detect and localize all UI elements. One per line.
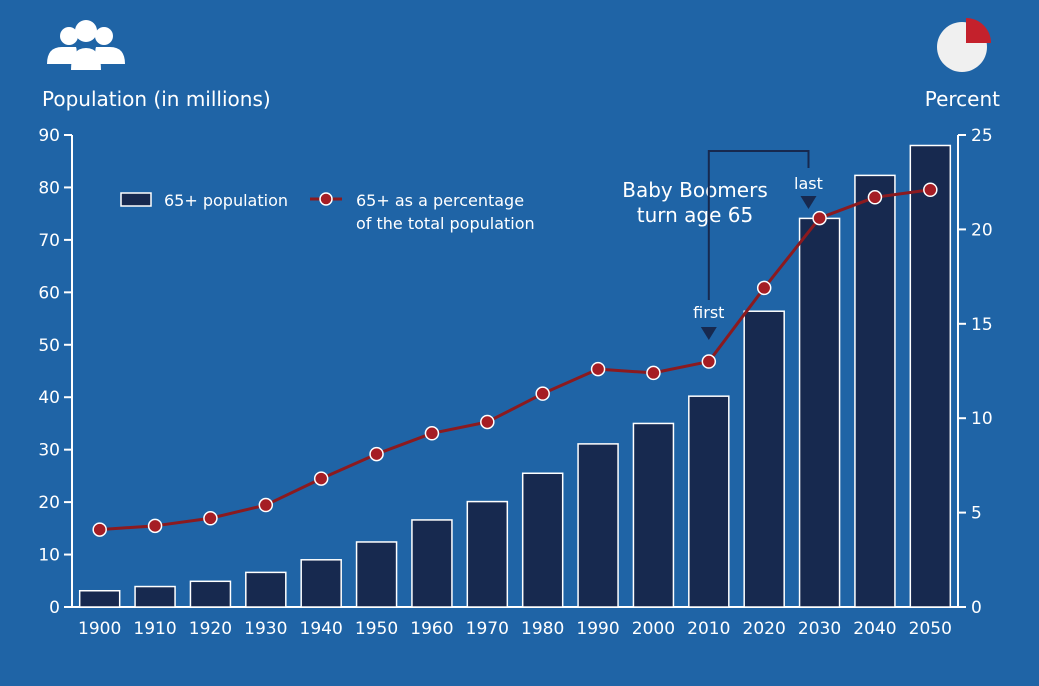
left-tick-label: 40 xyxy=(38,388,60,408)
left-tick-label: 50 xyxy=(38,336,60,356)
left-tick-label: 90 xyxy=(38,126,60,146)
x-tick-label: 2020 xyxy=(743,619,786,639)
legend-bar-label: 65+ population xyxy=(164,191,288,210)
bar xyxy=(521,472,564,608)
legend-line-label-1: 65+ as a percentage xyxy=(356,191,524,210)
line-point xyxy=(701,354,717,369)
line-point xyxy=(424,426,440,441)
line-point xyxy=(92,522,107,537)
bar xyxy=(577,443,619,608)
line-point xyxy=(313,471,329,486)
x-tick-label: 1950 xyxy=(355,619,398,639)
right-tick-label: 5 xyxy=(971,504,982,524)
left-tick-label: 20 xyxy=(38,493,60,513)
right-axis-title: Percent xyxy=(925,87,1000,111)
line-point xyxy=(258,497,274,513)
pie-chart-icon xyxy=(937,18,991,72)
line-point xyxy=(590,361,606,377)
bar xyxy=(466,500,509,608)
bar xyxy=(909,144,952,608)
annotation-boomers-line-2: turn age 65 xyxy=(637,203,753,227)
line-point xyxy=(480,414,495,430)
line-point xyxy=(867,190,883,205)
left-tick-label: 60 xyxy=(38,283,60,303)
annotation-last: last xyxy=(794,174,823,193)
x-tick-label: 2030 xyxy=(798,619,841,639)
left-tick-label: 0 xyxy=(49,598,60,618)
line-point xyxy=(923,182,938,198)
last-arrow-icon xyxy=(800,196,817,209)
x-tick-label: 1970 xyxy=(466,619,509,639)
line-path xyxy=(99,188,931,532)
bar xyxy=(743,310,785,608)
bar xyxy=(854,174,896,608)
bar xyxy=(688,395,730,608)
legend-line-marker xyxy=(319,192,333,206)
annotation-boomers-line-1: Baby Boomers xyxy=(622,178,768,202)
x-tick-label: 1910 xyxy=(133,619,176,639)
annotation-first: first xyxy=(693,303,724,322)
bar xyxy=(300,559,342,608)
legend-bar-swatch xyxy=(120,192,152,207)
first-arrow-icon xyxy=(700,327,717,340)
right-tick-label: 10 xyxy=(971,409,993,429)
x-tick-label: 2050 xyxy=(909,619,952,639)
left-tick-label: 70 xyxy=(38,231,60,251)
x-tick-label: 1900 xyxy=(78,619,121,639)
line-point xyxy=(147,518,163,534)
right-tick-label: 15 xyxy=(971,315,993,335)
bar-series xyxy=(78,144,952,608)
left-tick-label: 30 xyxy=(38,441,60,461)
bar xyxy=(798,217,841,608)
people-icon xyxy=(47,20,125,70)
x-tick-label: 1980 xyxy=(521,619,564,639)
line-point xyxy=(203,511,218,526)
legend: 65+ population 65+ as a percentage of th… xyxy=(120,191,535,233)
right-tick-label: 20 xyxy=(971,220,993,240)
bar xyxy=(411,519,453,608)
left-axis-title: Population (in millions) xyxy=(42,87,271,111)
left-tick-label: 10 xyxy=(38,546,60,566)
x-tick-label: 1930 xyxy=(244,619,287,639)
line-series xyxy=(92,182,938,537)
right-tick-label: 0 xyxy=(971,598,982,618)
bar xyxy=(189,580,232,608)
bar xyxy=(134,585,176,608)
line-point xyxy=(369,446,384,462)
line-point xyxy=(756,280,772,296)
x-tick-label: 2040 xyxy=(853,619,896,639)
annotation-bracket xyxy=(700,150,817,340)
baby-boomers-annotation: Baby Boomers turn age 65 first last xyxy=(622,150,823,340)
legend-line-label-2: of the total population xyxy=(356,214,535,233)
bar xyxy=(245,571,287,608)
left-tick-label: 80 xyxy=(38,178,60,198)
line-point xyxy=(646,365,661,381)
bar xyxy=(355,541,398,608)
x-tick-label: 1920 xyxy=(189,619,232,639)
bracket-line xyxy=(707,150,810,232)
x-tick-label: 2010 xyxy=(687,619,730,639)
bar xyxy=(632,422,675,608)
x-tick-label: 2000 xyxy=(632,619,675,639)
right-tick-label: 25 xyxy=(971,126,993,146)
x-tick-label: 1960 xyxy=(410,619,453,639)
x-tick-label: 1990 xyxy=(576,619,619,639)
line-point xyxy=(812,210,827,226)
x-tick-label: 1940 xyxy=(300,619,343,639)
line-point xyxy=(535,386,550,401)
bar xyxy=(78,589,121,608)
